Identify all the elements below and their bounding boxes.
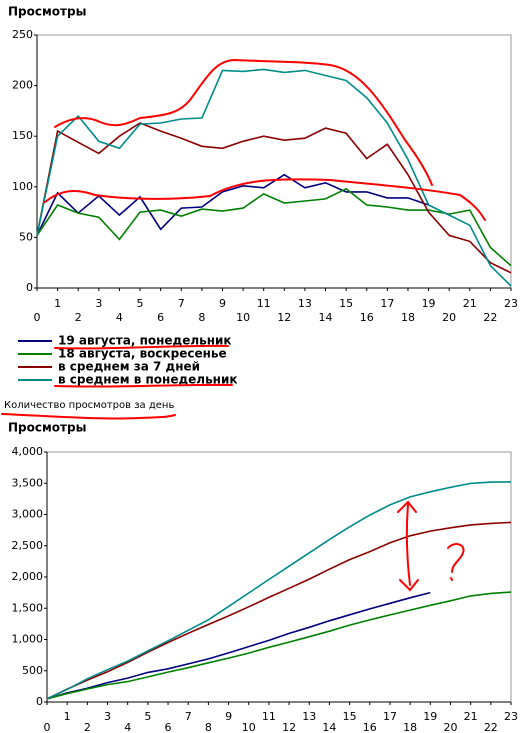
annotation-stroke	[1, 413, 176, 420]
plots: 0501001502002500123456789101112131415161…	[12, 28, 519, 733]
x-tick-label: 1	[64, 710, 71, 723]
x-tick-label: 15	[339, 297, 353, 310]
annotation-stroke	[44, 178, 486, 221]
series-line	[46, 481, 512, 700]
annotation-stroke	[397, 500, 419, 592]
x-tick-label: 8	[198, 311, 205, 324]
x-tick-label: 10	[236, 311, 250, 324]
x-tick-label: 9	[225, 710, 232, 723]
x-tick-label: 11	[262, 710, 276, 723]
x-tick-label: 18	[403, 721, 417, 733]
y-tick-label: 50	[19, 230, 33, 243]
annotation-stroke	[54, 383, 233, 388]
x-tick-label: 16	[360, 311, 374, 324]
x-tick-label: 13	[302, 710, 316, 723]
x-tick-label: 21	[464, 710, 478, 723]
x-tick-label: 21	[463, 297, 477, 310]
x-tick-label: 5	[137, 297, 144, 310]
y-tick-label: 2,500	[12, 539, 44, 552]
annotation-stroke	[54, 344, 229, 350]
x-tick-label: 13	[298, 297, 312, 310]
chart-title: Просмотры	[8, 5, 86, 19]
x-tick-label: 18	[401, 311, 415, 324]
x-tick-label: 0	[44, 721, 51, 733]
y-tick-label: 0	[36, 695, 43, 708]
x-tick-label: 3	[104, 710, 111, 723]
series-line	[46, 521, 512, 700]
x-tick-label: 6	[157, 311, 164, 324]
plot-area	[36, 34, 512, 289]
x-tick-label: 6	[165, 721, 172, 733]
y-tick-label: 1,500	[12, 601, 44, 614]
x-tick-label: 23	[504, 297, 518, 310]
x-tick-label: 19	[423, 710, 437, 723]
chart-title: Просмотры	[8, 421, 86, 435]
x-tick-label: 15	[343, 710, 357, 723]
series-line	[36, 173, 429, 236]
y-tick-label: 500	[22, 664, 43, 677]
x-tick-label: 20	[443, 721, 457, 733]
x-tick-label: 12	[282, 721, 296, 733]
x-tick-label: 14	[322, 721, 336, 733]
x-tick-label: 7	[178, 297, 185, 310]
series-line	[36, 68, 512, 287]
annotation-stroke	[54, 58, 433, 186]
x-tick-label: 22	[483, 311, 497, 324]
legend-label: в среднем в понедельник	[58, 373, 238, 387]
x-tick-label: 4	[124, 721, 131, 733]
y-tick-label: 1,000	[12, 633, 44, 646]
series-line	[46, 591, 431, 700]
annotations	[1, 58, 486, 592]
x-tick-label: 11	[257, 297, 271, 310]
x-tick-label: 17	[383, 710, 397, 723]
legend-label: в среднем за 7 дней	[58, 360, 200, 374]
x-tick-label: 3	[95, 297, 102, 310]
x-tick-label: 12	[277, 311, 291, 324]
x-tick-label: 2	[84, 721, 91, 733]
y-tick-label: 250	[12, 28, 33, 41]
annotation-stroke	[447, 543, 465, 581]
x-tick-label: 16	[363, 721, 377, 733]
x-tick-label: 14	[319, 311, 333, 324]
y-tick-label: 100	[12, 180, 33, 193]
legend-label: 19 августа, понедельник	[58, 334, 232, 348]
x-tick-label: 1	[54, 297, 61, 310]
x-tick-label: 20	[442, 311, 456, 324]
x-tick-label: 4	[116, 311, 123, 324]
y-tick-label: 3,000	[12, 508, 44, 521]
x-tick-label: 22	[484, 721, 498, 733]
x-tick-label: 19	[422, 297, 436, 310]
y-tick-label: 0	[26, 281, 33, 294]
x-tick-label: 9	[219, 297, 226, 310]
y-tick-label: 200	[12, 79, 33, 92]
legend-label: 18 августа, воскресенье	[58, 347, 227, 361]
y-tick-label: 3,500	[12, 476, 44, 489]
x-tick-label: 23	[504, 710, 518, 723]
x-tick-label: 0	[34, 311, 41, 324]
y-tick-label: 150	[12, 129, 33, 142]
series-line	[46, 591, 512, 700]
y-tick-label: 4,000	[12, 445, 44, 458]
y-tick-label: 2,000	[12, 570, 44, 583]
x-tick-label: 8	[205, 721, 212, 733]
x-tick-label: 10	[242, 721, 256, 733]
x-tick-label: 2	[75, 311, 82, 324]
x-tick-label: 17	[380, 297, 394, 310]
plot-area	[46, 451, 512, 703]
chart-caption: Количество просмотров за день	[4, 400, 174, 411]
series-line	[36, 122, 512, 274]
series-line	[36, 187, 512, 267]
x-tick-label: 5	[144, 710, 151, 723]
x-tick-label: 7	[185, 710, 192, 723]
